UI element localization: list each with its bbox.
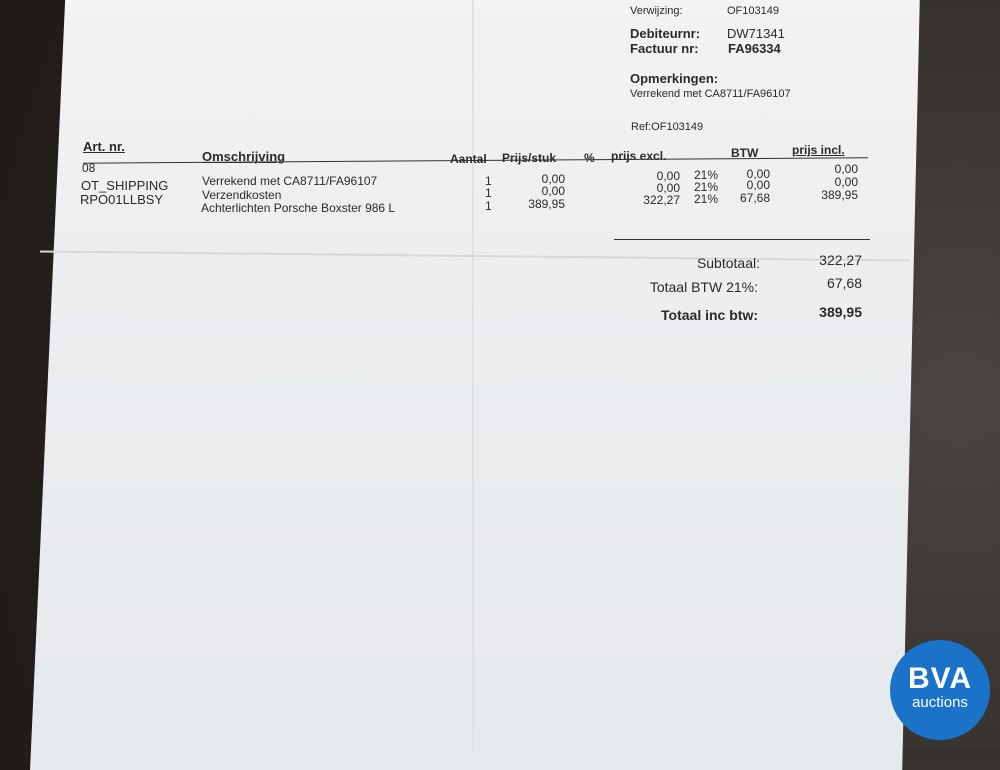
art-nr: 08 [82, 161, 96, 175]
grand-total-value: 389,95 [819, 304, 862, 320]
col-art: Art. nr. [83, 139, 125, 154]
invoice-paper [30, 0, 920, 770]
col-omschrijving: Omschrijving [202, 149, 286, 164]
price-excl: 322,27 [643, 193, 680, 207]
col-btw: BTW [731, 146, 759, 160]
factuur-label: Factuur nr: [630, 41, 699, 56]
ref-text: Ref:OF103149 [631, 121, 704, 133]
description: Verzendkosten [202, 188, 282, 202]
logo-text: BVA [907, 662, 973, 695]
vat-total-label: Totaal BTW 21%: [649, 279, 758, 295]
debiteur-value: DW71341 [727, 26, 785, 41]
vat-amount: 0,00 [746, 167, 770, 181]
bva-auctions-logo: BVA auctions [890, 640, 990, 740]
opmerkingen-value: Verrekend met CA8711/FA96107 [630, 88, 791, 100]
unit-price: 0,00 [541, 184, 565, 198]
unit-price: 0,00 [541, 172, 565, 186]
vat-amount: 0,00 [746, 178, 770, 192]
grand-total-label: Totaal inc btw: [661, 307, 758, 323]
logo-subtext: auctions [912, 694, 968, 711]
quantity: 1 [485, 186, 492, 200]
price-excl: 0,00 [656, 181, 680, 195]
quantity: 1 [485, 174, 492, 188]
vat-pct: 21% [694, 168, 719, 182]
description: Achterlichten Porsche Boxster 986 L [201, 201, 396, 215]
vat-amount: 67,68 [739, 191, 770, 205]
verwijzing-value: OF103149 [727, 5, 779, 17]
factuur-value: FA96334 [728, 41, 781, 56]
vat-pct: 21% [694, 180, 719, 194]
opmerkingen-label: Opmerkingen: [630, 71, 719, 86]
subtotal-value: 322,27 [819, 252, 862, 268]
price-excl: 0,00 [656, 169, 680, 183]
price-incl: 389,95 [821, 188, 858, 202]
debiteur-label: Debiteurnr: [630, 26, 701, 41]
subtotal-label: Subtotaal: [696, 255, 760, 271]
art-nr: OT_SHIPPING [81, 178, 169, 193]
paper-fold-vertical [472, 0, 474, 750]
unit-price: 389,95 [528, 197, 565, 211]
verwijzing-label: Verwijzing: [630, 5, 683, 17]
vat-pct: 21% [694, 192, 719, 206]
price-incl: 0,00 [834, 175, 858, 189]
col-prijs-incl: prijs incl. [792, 143, 845, 157]
price-incl: 0,00 [834, 162, 858, 176]
totals-rule [614, 239, 870, 240]
col-pct: % [584, 151, 595, 165]
vat-total-value: 67,68 [826, 275, 862, 291]
col-aantal: Aantal [450, 152, 487, 166]
quantity: 1 [485, 199, 492, 213]
col-prijs-stuk: Prijs/stuk [502, 151, 557, 165]
col-prijs-excl: prijs excl. [611, 149, 667, 163]
art-nr: RPO01LLBSY [80, 192, 164, 207]
description: Verrekend met CA8711/FA96107 [202, 174, 378, 188]
